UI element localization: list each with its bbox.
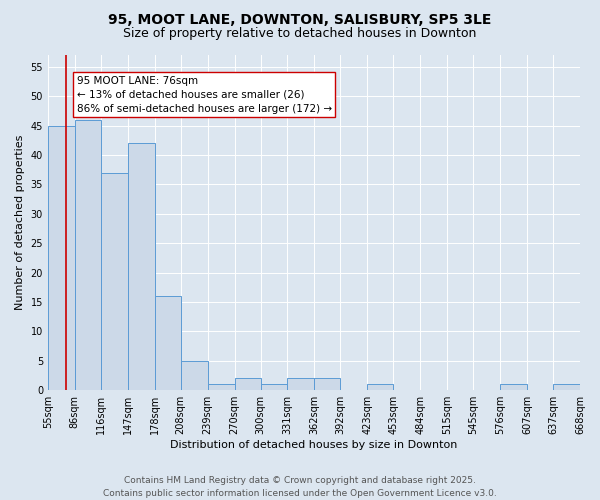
Bar	[75, 120, 101, 390]
Bar	[208, 384, 235, 390]
Bar	[155, 296, 181, 390]
Bar	[314, 378, 340, 390]
Text: 95 MOOT LANE: 76sqm
← 13% of detached houses are smaller (26)
86% of semi-detach: 95 MOOT LANE: 76sqm ← 13% of detached ho…	[77, 76, 332, 114]
Bar	[128, 143, 155, 390]
Bar	[500, 384, 527, 390]
Bar	[260, 384, 287, 390]
Bar	[367, 384, 394, 390]
Y-axis label: Number of detached properties: Number of detached properties	[15, 135, 25, 310]
Bar	[101, 172, 128, 390]
Bar	[287, 378, 314, 390]
X-axis label: Distribution of detached houses by size in Downton: Distribution of detached houses by size …	[170, 440, 458, 450]
Bar	[553, 384, 580, 390]
Bar	[181, 361, 208, 390]
Bar	[48, 126, 75, 390]
Bar	[235, 378, 260, 390]
Text: Contains HM Land Registry data © Crown copyright and database right 2025.
Contai: Contains HM Land Registry data © Crown c…	[103, 476, 497, 498]
Text: 95, MOOT LANE, DOWNTON, SALISBURY, SP5 3LE: 95, MOOT LANE, DOWNTON, SALISBURY, SP5 3…	[109, 12, 491, 26]
Text: Size of property relative to detached houses in Downton: Size of property relative to detached ho…	[124, 28, 476, 40]
